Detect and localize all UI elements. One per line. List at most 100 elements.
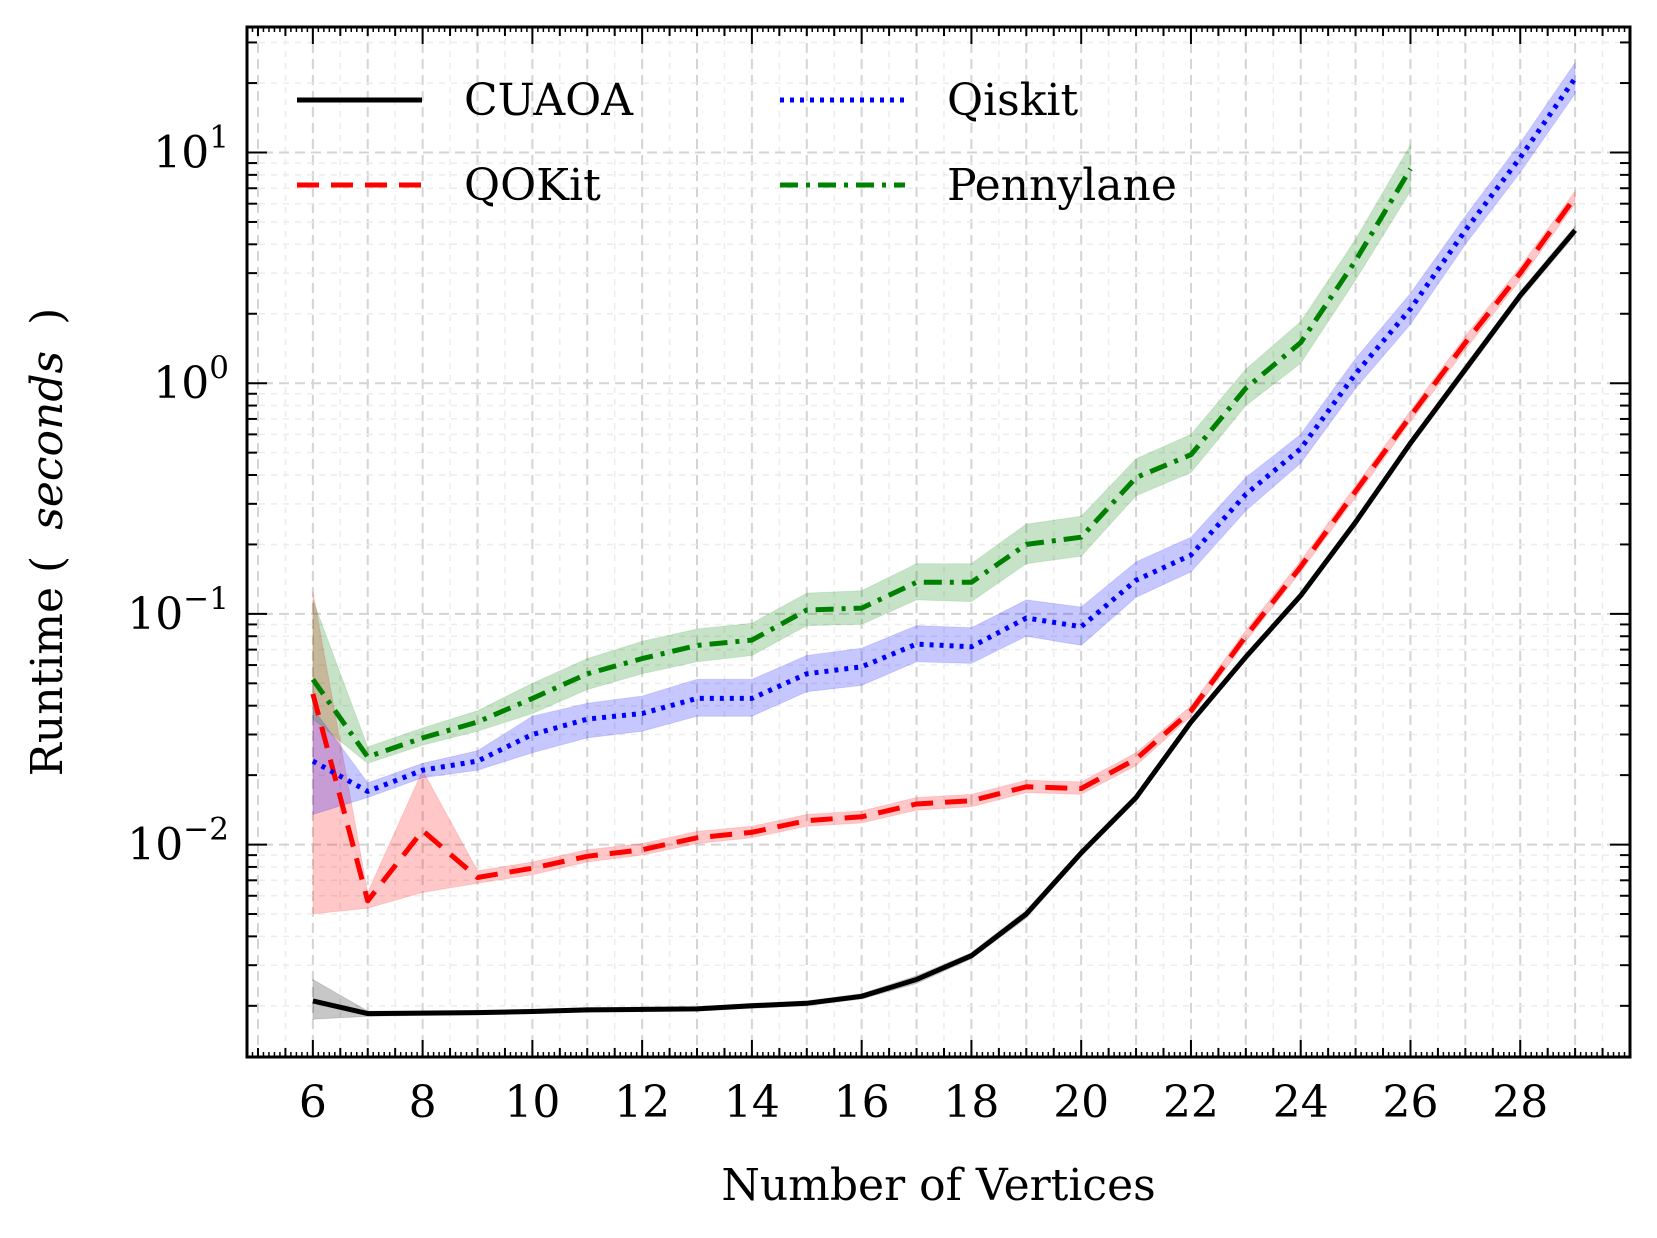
data-point	[1081, 852, 1082, 853]
y-axis-title-close: )	[22, 308, 73, 325]
x-tick-label: 18	[943, 1077, 999, 1128]
data-point	[916, 979, 917, 980]
data-point	[916, 803, 917, 804]
data-point	[1026, 617, 1027, 618]
x-tick-labels: 6 8 10 12 14 16 18 20 22 24 26 28	[299, 1077, 1548, 1128]
data-point	[587, 719, 588, 720]
x-tick-label: 20	[1053, 1077, 1109, 1128]
legend-label: CUAOA	[464, 75, 634, 126]
data-point	[477, 1012, 478, 1013]
data-point	[477, 761, 478, 762]
x-tick-label: 10	[504, 1077, 560, 1128]
data-point	[751, 698, 752, 699]
data-point	[697, 837, 698, 838]
data-point	[697, 698, 698, 699]
series-line-cuaoa	[312, 228, 1578, 1017]
x-tick-label: 14	[724, 1077, 780, 1128]
legend-item-cuaoa: CUAOA	[297, 75, 634, 126]
data-point	[861, 608, 862, 609]
legend-item-qokit: QOKit	[297, 160, 601, 211]
data-point	[971, 955, 972, 956]
data-point	[916, 582, 917, 583]
data-point	[367, 900, 368, 901]
data-point	[861, 816, 862, 817]
data-point	[1465, 230, 1466, 231]
band-qokit	[312, 189, 1576, 915]
data-point	[971, 646, 972, 647]
legend: CUAOA Qiskit QOKit Pennylane	[297, 75, 1177, 211]
y-axis-title-main: Runtime (	[22, 556, 73, 776]
data-point	[1026, 786, 1027, 787]
data-point	[532, 734, 533, 735]
data-point	[1520, 157, 1521, 158]
data-point	[422, 737, 423, 738]
data-point	[916, 644, 917, 645]
legend-label: Pennylane	[947, 160, 1177, 211]
data-point	[1520, 273, 1521, 274]
data-point	[642, 713, 643, 714]
data-point	[1245, 657, 1246, 658]
data-point	[532, 1011, 533, 1012]
x-tick-label: 22	[1163, 1077, 1219, 1128]
data-point	[1575, 230, 1576, 231]
data-point	[1355, 491, 1356, 492]
data-point	[312, 761, 313, 762]
data-point	[642, 658, 643, 659]
data-point	[477, 721, 478, 722]
data-point	[1300, 342, 1301, 343]
data-point	[587, 1009, 588, 1010]
x-tick-label: 12	[614, 1077, 670, 1128]
data-point	[1300, 566, 1301, 567]
x-tick-label: 16	[834, 1077, 890, 1128]
data-point	[806, 1003, 807, 1004]
data-point	[1410, 443, 1411, 444]
data-point	[312, 1000, 313, 1001]
data-point	[477, 877, 478, 878]
plot-frame	[245, 25, 1632, 1059]
y-tick-label: 10−1	[127, 581, 229, 640]
data-point	[1026, 544, 1027, 545]
data-point	[1245, 494, 1246, 495]
data-point	[642, 849, 643, 850]
series-line-qiskit	[311, 76, 1578, 794]
data-point	[312, 679, 313, 680]
data-point	[1410, 168, 1411, 169]
series-lines	[310, 76, 1578, 1017]
data-point	[422, 830, 423, 831]
data-point	[1081, 626, 1082, 627]
data-point	[1520, 295, 1521, 296]
data-point	[1190, 554, 1191, 555]
data-point	[1136, 797, 1137, 798]
data-point	[1136, 580, 1137, 581]
legend-label: Qiskit	[947, 75, 1078, 126]
data-point	[751, 1005, 752, 1006]
data-point	[1190, 721, 1191, 722]
y-axis-title: Runtime ( seconds )	[22, 308, 73, 777]
data-point	[751, 832, 752, 833]
data-point	[1355, 373, 1356, 374]
x-axis-title: Number of Vertices	[721, 1160, 1155, 1211]
data-point	[806, 820, 807, 821]
series-line-pennylane	[310, 167, 1413, 760]
data-point	[971, 582, 972, 583]
y-tick-label-exponent: 1	[209, 120, 229, 156]
data-point	[697, 645, 698, 646]
data-point	[1136, 758, 1137, 759]
data-point	[1355, 522, 1356, 523]
y-tick-label-base: 10	[153, 358, 209, 409]
data-point	[806, 609, 807, 610]
y-tick-label-base: 10	[153, 128, 209, 179]
data-point	[1081, 788, 1082, 789]
data-point	[312, 693, 313, 694]
x-tick-label: 28	[1492, 1077, 1548, 1128]
y-tick-label-base: 10	[127, 589, 183, 640]
y-tick-label-exponent: −2	[183, 812, 229, 848]
data-point	[1081, 537, 1082, 538]
y-tick-label-exponent: 0	[209, 350, 229, 386]
data-point	[806, 673, 807, 674]
y-tick-label: 100	[153, 350, 229, 409]
data-point	[1355, 260, 1356, 261]
data-point	[1465, 369, 1466, 370]
data-point	[587, 856, 588, 857]
